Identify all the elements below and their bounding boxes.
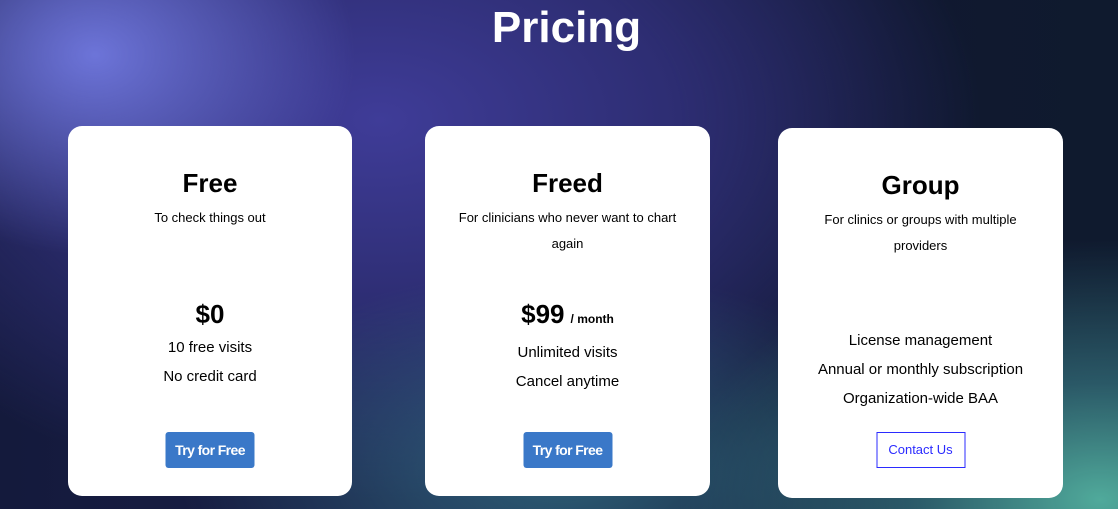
plan-description: For clinics or groups with multiple prov… xyxy=(824,212,1017,253)
feature: Cancel anytime xyxy=(515,373,620,390)
feature: Unlimited visits xyxy=(517,344,618,361)
contact-us-button[interactable]: Contact Us xyxy=(876,432,965,468)
price-period: / month xyxy=(570,312,614,326)
plan-description: For clinicians who never want to chart a… xyxy=(458,210,677,251)
plan-features: License management Annual or monthly sub… xyxy=(778,326,1063,413)
plan-name: Freed xyxy=(532,168,603,198)
plan-card-freed: Freed For clinicians who never want to c… xyxy=(425,126,710,496)
plan-price: $99 / month xyxy=(425,299,710,330)
plan-card-free: Free To check things out $0 10 free visi… xyxy=(68,126,352,496)
plan-name: Free xyxy=(182,168,238,198)
feature: No credit card xyxy=(163,368,257,385)
feature: License management xyxy=(848,332,993,349)
try-for-free-button[interactable]: Try for Free xyxy=(523,432,612,468)
price-amount: $99 xyxy=(521,299,565,329)
plan-features: 10 free visits No credit card xyxy=(68,333,352,391)
feature: 10 free visits xyxy=(167,339,253,356)
plan-price: $0 xyxy=(195,299,225,329)
plan-features: Unlimited visits Cancel anytime xyxy=(425,338,710,396)
plan-card-group: Group For clinics or groups with multipl… xyxy=(778,128,1063,498)
feature: Organization-wide BAA xyxy=(842,390,999,407)
plan-description: To check things out xyxy=(154,210,266,225)
page-title: Pricing xyxy=(491,3,642,52)
plan-name: Group xyxy=(881,170,960,200)
try-for-free-button[interactable]: Try for Free xyxy=(165,432,255,468)
feature: Annual or monthly subscription xyxy=(817,361,1024,378)
